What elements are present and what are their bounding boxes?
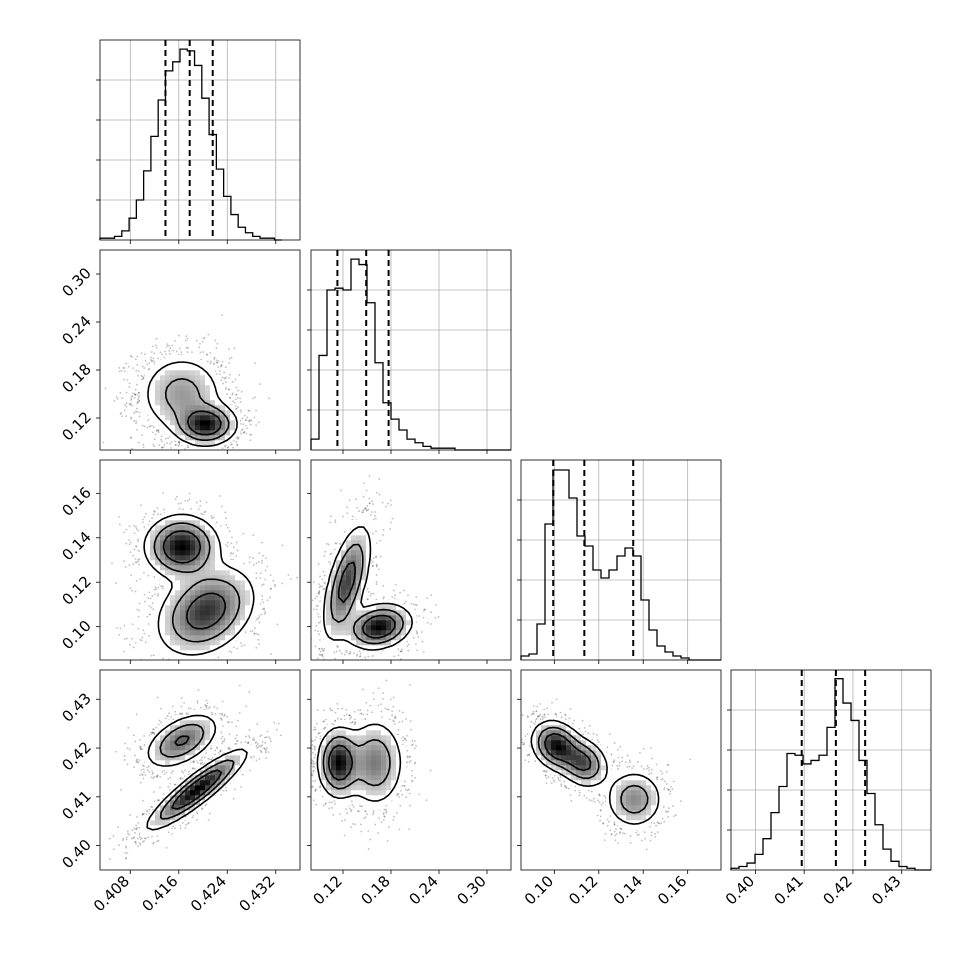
density-area [108,684,282,860]
contour-line [544,733,592,772]
panel-frame [520,669,722,871]
contour-line [337,561,396,639]
contour-line [162,530,227,630]
panel-frame [730,669,932,871]
panel-frame [99,249,301,451]
panel-frame [310,249,512,451]
panel-r3-c0: 0.408 0.416 0.424 0.432 0.40 0.41 0.42 0.43 [58,669,301,915]
panel-frame [99,459,301,661]
x-tick-label: 0.16 [654,872,690,908]
panel-r2-c1 [307,459,512,664]
panel-r0-c0 [96,39,301,244]
panel-r3-c3: 0.40 0.41 0.42 0.43 [722,669,932,908]
contour-line [147,361,238,447]
x-tick-label: 0.41 [771,872,807,908]
x-tick-label: 0.416 [139,872,182,915]
y-tick-label: 0.12 [58,572,94,608]
y-tick-label: 0.12 [58,408,94,444]
contour-line [171,735,223,810]
x-tick-label: 0.42 [819,872,855,908]
contour-line [316,723,402,802]
x-tick-label: 0.14 [610,872,646,908]
contour-line [330,543,404,645]
histogram-line [99,48,282,241]
contour-line [322,735,391,790]
panel-r1-c0: 0.12 0.18 0.24 0.30 [58,249,301,454]
panel-frame [520,459,722,661]
histogram-line [520,469,721,661]
y-tick-label: 0.40 [58,836,94,872]
y-tick-label: 0.41 [58,787,94,823]
x-tick-label: 0.12 [565,872,601,908]
x-tick-label: 0.12 [309,872,345,908]
histogram-line [310,258,511,451]
density-area [521,698,692,851]
y-tick-label: 0.18 [58,360,94,396]
contour-line [530,719,660,825]
histogram-line [730,678,931,871]
x-tick-label: 0.24 [405,872,441,908]
x-tick-label: 0.408 [90,872,133,915]
y-tick-label: 0.43 [58,689,94,725]
x-tick-label: 0.40 [722,872,758,908]
panel-r1-c1 [307,249,512,454]
contour-line [323,526,413,651]
panel-frame [99,669,301,871]
density-area [311,475,440,660]
contour-line [153,522,241,643]
panel-frame [99,39,301,241]
y-tick-label: 0.30 [58,264,94,300]
panel-r2-c0: 0.10 0.12 0.14 0.16 [58,459,301,664]
panel-r3-c1: 0.12 0.18 0.24 0.30 [307,669,512,908]
x-tick-label: 0.30 [453,872,489,908]
contour-line [143,513,255,656]
panel-r3-c2: 0.10 0.12 0.14 0.16 [517,669,722,908]
density-area [111,492,299,660]
density-area [102,314,271,450]
x-tick-label: 0.10 [521,872,557,908]
y-tick-label: 0.42 [58,738,94,774]
y-tick-label: 0.10 [58,617,94,653]
contour-line [164,378,230,441]
density-area [311,679,432,850]
y-tick-label: 0.16 [58,483,94,519]
contour-line [187,410,222,436]
contour-line [159,723,235,820]
panel-frame [310,459,512,661]
x-tick-label: 0.43 [868,872,904,908]
y-tick-label: 0.14 [58,528,94,564]
panel-r2-c2 [517,459,722,664]
x-tick-label: 0.424 [187,872,230,915]
contour-line [327,744,353,781]
y-tick-label: 0.24 [58,312,94,348]
x-tick-label: 0.432 [235,872,278,915]
contour-line [537,726,649,814]
panel-frame [310,669,512,871]
contour-line [146,714,248,831]
x-tick-label: 0.18 [357,872,393,908]
